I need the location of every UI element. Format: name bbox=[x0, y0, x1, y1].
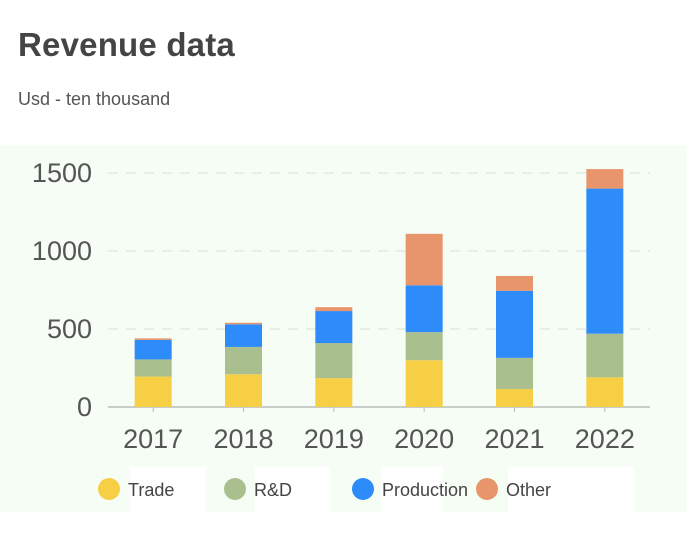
x-tick-label: 2017 bbox=[123, 424, 183, 454]
y-tick-label: 1000 bbox=[32, 236, 92, 266]
bar-segment bbox=[225, 322, 262, 325]
bar-segment bbox=[315, 307, 353, 312]
legend-label: Other bbox=[506, 479, 552, 500]
legend-item[interactable]: R&D bbox=[224, 466, 292, 512]
legend-item[interactable]: Production bbox=[352, 466, 468, 512]
chart-subtitle: Usd - ten thousand bbox=[18, 89, 171, 109]
bar-segment bbox=[496, 389, 533, 407]
legend-swatch bbox=[224, 478, 246, 500]
bar-segment bbox=[315, 378, 353, 407]
bar-segment bbox=[586, 333, 624, 378]
y-tick-label: 0 bbox=[77, 392, 92, 422]
bar-segment bbox=[586, 377, 624, 407]
x-tick-label: 2022 bbox=[575, 424, 635, 454]
chart-legend: Trade R&D Production Other bbox=[0, 466, 687, 512]
legend-item[interactable]: Other bbox=[476, 466, 551, 512]
chart-title: Revenue data bbox=[18, 26, 235, 63]
bar-segment bbox=[134, 339, 172, 360]
bar-segment bbox=[225, 324, 262, 347]
y-tick-label: 500 bbox=[47, 314, 92, 344]
bar-segment bbox=[405, 332, 443, 361]
bar-segment bbox=[315, 311, 353, 344]
bar-segment bbox=[225, 374, 262, 407]
legend-item[interactable]: Trade bbox=[98, 466, 174, 512]
bar-segment bbox=[405, 285, 443, 333]
bar-segment bbox=[496, 357, 533, 390]
bar-segment bbox=[586, 169, 624, 189]
x-tick-label: 2019 bbox=[304, 424, 364, 454]
legend-swatch bbox=[98, 478, 120, 500]
x-tick-label: 2020 bbox=[394, 424, 454, 454]
bar-segment bbox=[496, 290, 533, 358]
bar-segment bbox=[315, 343, 353, 379]
bar-segment bbox=[405, 360, 443, 407]
legend-label: Production bbox=[382, 479, 469, 500]
legend-background bbox=[130, 466, 206, 512]
y-tick-label: 1500 bbox=[32, 158, 92, 188]
bar-segment bbox=[225, 346, 262, 375]
x-tick-label: 2021 bbox=[484, 424, 544, 454]
legend-label: R&D bbox=[254, 479, 293, 500]
bar-segment bbox=[134, 359, 172, 377]
bar-segment bbox=[134, 338, 172, 340]
bar-segment bbox=[586, 188, 624, 334]
legend-label: Trade bbox=[128, 479, 175, 500]
legend-swatch bbox=[352, 478, 374, 500]
bar-segment bbox=[405, 233, 443, 286]
legend-background bbox=[255, 466, 330, 512]
x-tick-label: 2018 bbox=[213, 424, 273, 454]
bar-segment bbox=[134, 376, 172, 407]
legend-background bbox=[508, 466, 634, 512]
bar-segment bbox=[496, 275, 533, 291]
legend-swatch bbox=[476, 478, 498, 500]
legend-background bbox=[381, 466, 443, 512]
